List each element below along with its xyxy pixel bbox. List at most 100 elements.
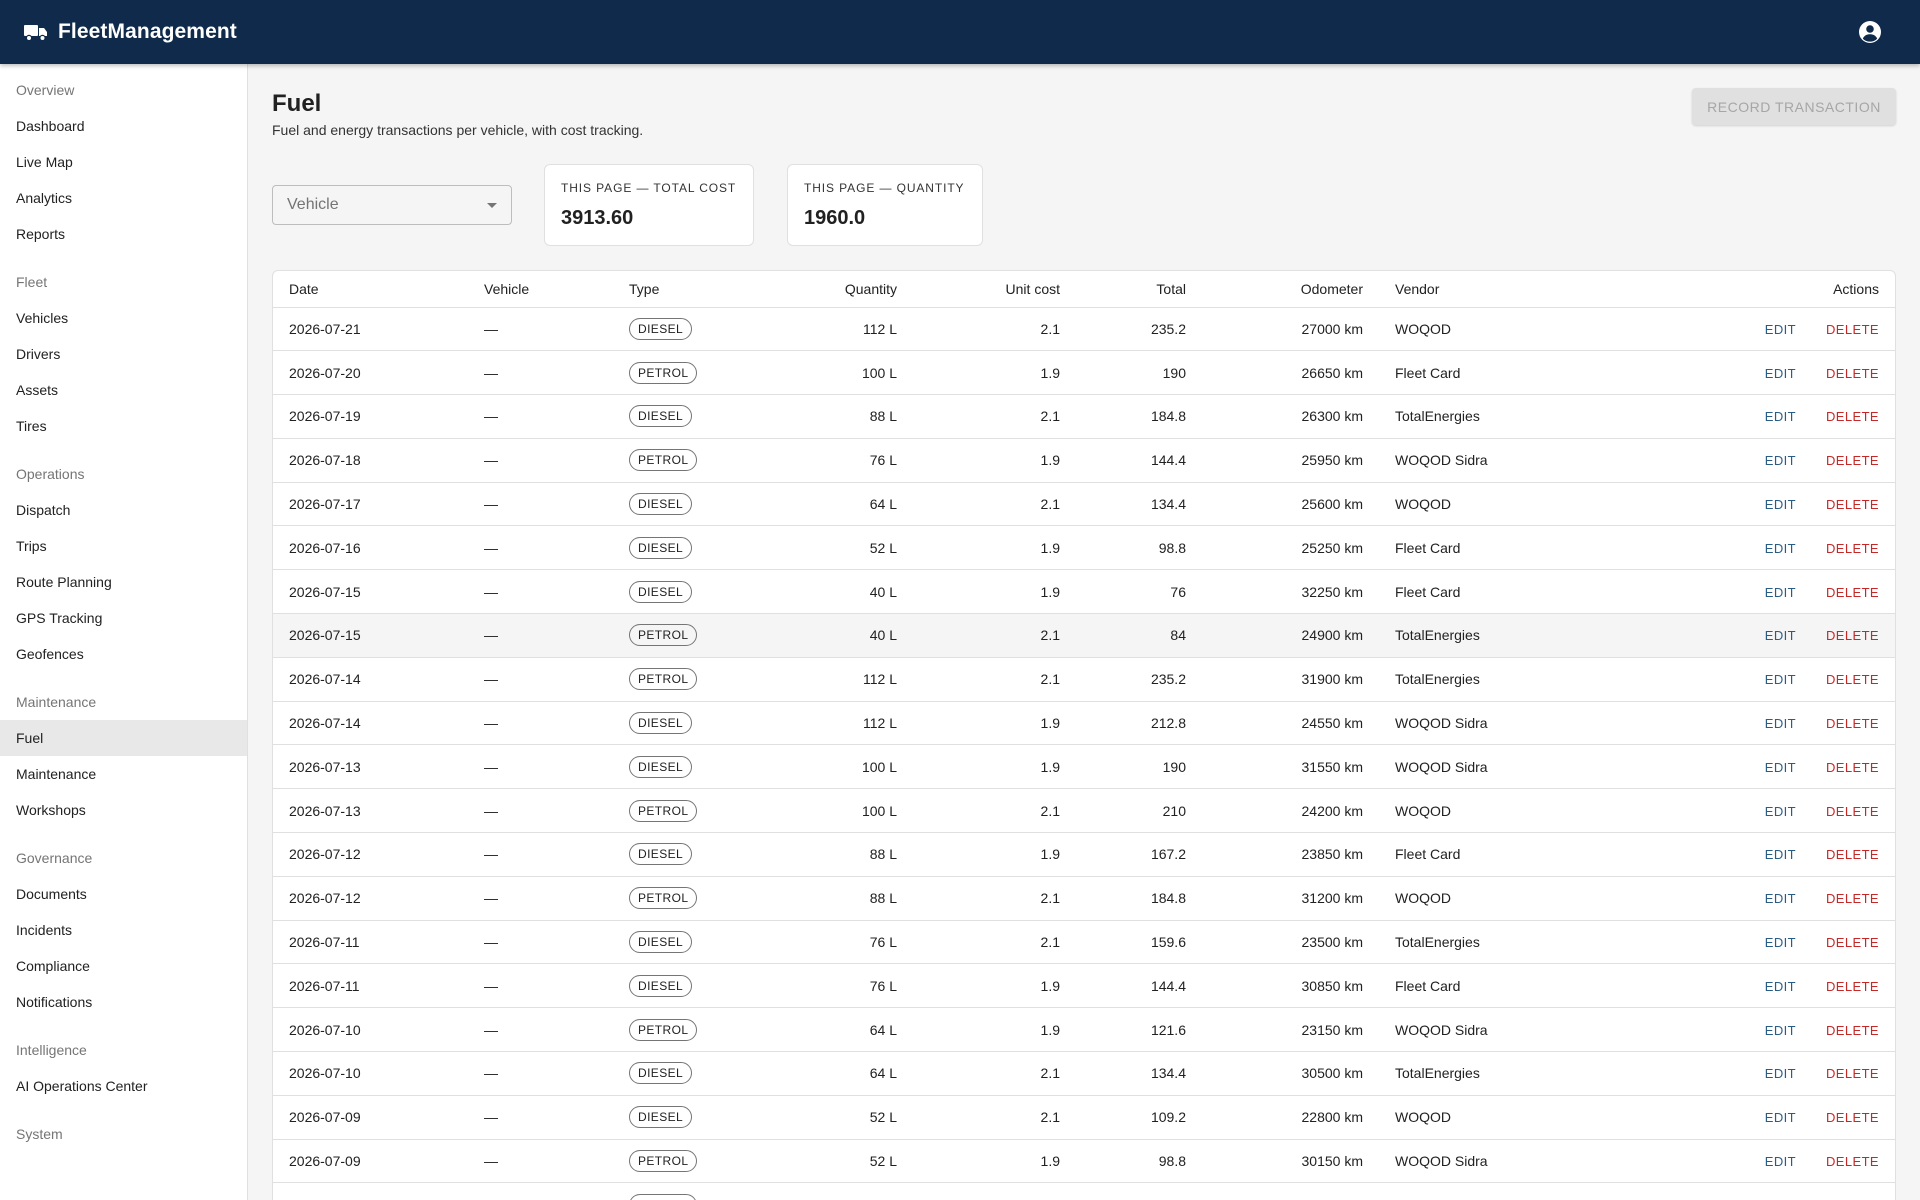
table-row[interactable]: 2026-07-17— DIESEL 64 L 2.1 134.4 25600 km WOQ… xyxy=(273,482,1895,527)
table-row[interactable]: 2026-07-16— DIESEL 52 L 1.9 98.8 25250 km Flee… xyxy=(273,525,1895,571)
record-transaction-button[interactable]: RECORD TRANSACTION xyxy=(1692,88,1896,125)
edit-button[interactable]: EDIT xyxy=(1764,803,1797,819)
sidebar-item-workshops[interactable]: Workshops xyxy=(16,802,86,818)
sidebar-item-geofences[interactable]: Geofences xyxy=(16,646,84,662)
delete-button[interactable]: DELETE xyxy=(1826,978,1879,994)
sidebar-item-vehicles[interactable]: Vehicles xyxy=(16,310,69,326)
edit-button[interactable]: EDIT xyxy=(1764,1110,1797,1126)
date-cell: 2026-07-15 xyxy=(273,569,468,615)
table-row[interactable]: 2026-07-14— PETROL 112 L 2.1 235.2 31900 km To… xyxy=(273,657,1895,702)
edit-button[interactable]: EDIT xyxy=(1764,759,1797,775)
delete-button[interactable]: DELETE xyxy=(1826,803,1879,819)
delete-button[interactable]: DELETE xyxy=(1826,1022,1879,1038)
sidebar-item-analytics[interactable]: Analytics xyxy=(16,190,73,206)
column-header-date: Date xyxy=(273,271,468,308)
table-row[interactable]: 2026-07-12— PETROL 88 L 2.1 184.8 31200 km WOQ… xyxy=(273,876,1895,921)
fuel-table-container: Date Vehicle Type Quantity Unit cost Total Odo… xyxy=(272,270,1896,1200)
delete-button[interactable]: DELETE xyxy=(1826,1198,1879,1200)
table-row[interactable]: 2026-07-08— PETROL 40 L1.97629800 kmFleet … xyxy=(273,1182,1895,1200)
edit-button[interactable]: EDIT xyxy=(1764,672,1797,688)
table-row[interactable]: 2026-07-09— DIESEL 52 L 2.1 109.2 22800 km WOQ… xyxy=(273,1095,1895,1140)
table-row[interactable]: 2026-07-13— PETROL 100 L 2.1 210 24200 km WOQO… xyxy=(273,788,1895,834)
delete-button[interactable]: DELETE xyxy=(1826,497,1879,513)
edit-button[interactable]: EDIT xyxy=(1764,453,1797,469)
table-row[interactable]: 2026-07-10— PETROL 64 L 1.9 121.6 23150 km WOQ… xyxy=(273,1007,1895,1053)
table-row[interactable]: 2026-07-11— DIESEL 76 L 1.9 144.4 30850 km Fle… xyxy=(273,963,1895,1009)
edit-button[interactable]: EDIT xyxy=(1764,1022,1797,1038)
sidebar-item-drivers[interactable]: Drivers xyxy=(16,346,61,362)
delete-button[interactable]: DELETE xyxy=(1826,847,1879,863)
delete-button[interactable]: DELETE xyxy=(1826,1154,1879,1170)
delete-button[interactable]: DELETE xyxy=(1826,1110,1879,1126)
edit-button[interactable]: EDIT xyxy=(1764,584,1797,600)
sidebar-item-fuel[interactable]: Fuel xyxy=(0,720,247,756)
sidebar-item-ai-operations-center[interactable]: AI Operations Center xyxy=(16,1078,148,1094)
table-row[interactable]: 2026-07-15— PETROL 40 L 2.1 84 24900 km TotalE… xyxy=(273,613,1895,658)
edit-button[interactable]: EDIT xyxy=(1764,847,1797,863)
sidebar-item-route-planning[interactable]: Route Planning xyxy=(16,574,112,590)
vehicle-cell: — xyxy=(468,788,613,834)
sidebar-item-live-map[interactable]: Live Map xyxy=(16,154,73,170)
edit-button[interactable]: EDIT xyxy=(1764,628,1797,644)
delete-button[interactable]: DELETE xyxy=(1826,672,1879,688)
table-row[interactable]: 2026-07-18— PETROL 76 L 1.9 144.4 25950 km WOQ… xyxy=(273,438,1895,483)
nav-section-label: Operations xyxy=(16,466,85,482)
delete-button[interactable]: DELETE xyxy=(1826,759,1879,775)
delete-button[interactable]: DELETE xyxy=(1826,891,1879,907)
type-cell: PETROL xyxy=(613,438,783,483)
sidebar-item-dispatch[interactable]: Dispatch xyxy=(16,502,71,518)
table-row[interactable]: 2026-07-15— DIESEL 40 L 1.9 76 32250 km Fleet … xyxy=(273,569,1895,615)
delete-button[interactable]: DELETE xyxy=(1826,321,1879,337)
quantity-cell: 88 L xyxy=(783,394,913,439)
edit-button[interactable]: EDIT xyxy=(1764,978,1797,994)
delete-button[interactable]: DELETE xyxy=(1826,1066,1879,1082)
edit-button[interactable]: EDIT xyxy=(1764,891,1797,907)
sidebar-item-dashboard[interactable]: Dashboard xyxy=(16,118,85,134)
sidebar-item-assets[interactable]: Assets xyxy=(16,382,59,398)
delete-button[interactable]: DELETE xyxy=(1826,628,1879,644)
edit-button[interactable]: EDIT xyxy=(1764,497,1797,513)
sidebar-item-notifications[interactable]: Notifications xyxy=(16,994,93,1010)
vehicle-cell: — xyxy=(468,569,613,615)
account-circle-icon[interactable] xyxy=(1858,20,1882,44)
sidebar-item-reports[interactable]: Reports xyxy=(16,226,66,242)
edit-button[interactable]: EDIT xyxy=(1764,540,1797,556)
sidebar-item-maintenance[interactable]: Maintenance xyxy=(16,766,97,782)
vehicle-select[interactable]: Vehicle xyxy=(272,185,512,225)
table-row[interactable]: 2026-07-11— DIESEL 76 L 2.1 159.6 23500 km Tot… xyxy=(273,920,1895,965)
edit-button[interactable]: EDIT xyxy=(1764,716,1797,732)
table-row[interactable]: 2026-07-09— PETROL 52 L 1.9 98.8 30150 km WOQO… xyxy=(273,1139,1895,1184)
delete-button[interactable]: DELETE xyxy=(1826,453,1879,469)
edit-button[interactable]: EDIT xyxy=(1765,1198,1796,1200)
delete-button[interactable]: DELETE xyxy=(1826,584,1879,600)
sidebar-item-compliance[interactable]: Compliance xyxy=(16,958,90,974)
table-row[interactable]: 2026-07-21— DIESEL 112 L 2.1 235.2 27000 km WO… xyxy=(273,307,1895,352)
delete-button[interactable]: DELETE xyxy=(1826,409,1879,425)
vehicle-cell: — xyxy=(468,307,613,352)
table-row[interactable]: 2026-07-20— PETROL 100 L 1.9 190 26650 km Flee… xyxy=(273,350,1895,396)
delete-button[interactable]: DELETE xyxy=(1826,935,1879,951)
edit-button[interactable]: EDIT xyxy=(1764,365,1797,381)
sidebar-item-gps-tracking[interactable]: GPS Tracking xyxy=(16,610,103,626)
page-subtitle: Fuel and energy transactions per vehicle… xyxy=(272,122,644,138)
sidebar-item-incidents[interactable]: Incidents xyxy=(16,922,73,938)
edit-button[interactable]: EDIT xyxy=(1764,935,1797,951)
sidebar-item-documents[interactable]: Documents xyxy=(16,886,87,902)
edit-button[interactable]: EDIT xyxy=(1764,409,1797,425)
date-cell: 2026-07-12 xyxy=(273,876,468,921)
edit-button[interactable]: EDIT xyxy=(1764,1066,1797,1082)
edit-button[interactable]: EDIT xyxy=(1764,1154,1797,1170)
delete-button[interactable]: DELETE xyxy=(1826,716,1879,732)
table-row[interactable]: 2026-07-13— DIESEL 100 L 1.9 190 31550 km WOQO… xyxy=(273,744,1895,790)
quantity-cell: 52 L xyxy=(783,1139,913,1184)
table-row[interactable]: 2026-07-19— DIESEL 88 L 2.1 184.8 26300 km Tot… xyxy=(273,394,1895,439)
table-row[interactable]: 2026-07-12— DIESEL 88 L 1.9 167.2 23850 km Fle… xyxy=(273,832,1895,877)
sidebar-item-trips[interactable]: Trips xyxy=(16,538,47,554)
sidebar-item-tires[interactable]: Tires xyxy=(16,418,47,434)
delete-button[interactable]: DELETE xyxy=(1826,365,1879,381)
vehicle-cell: — xyxy=(468,613,613,658)
edit-button[interactable]: EDIT xyxy=(1764,321,1797,337)
table-row[interactable]: 2026-07-14— DIESEL 112 L 1.9 212.8 24550 km WO… xyxy=(273,701,1895,746)
delete-button[interactable]: DELETE xyxy=(1826,540,1879,556)
table-row[interactable]: 2026-07-10— DIESEL 64 L 2.1 134.4 30500 km Tot… xyxy=(273,1051,1895,1096)
